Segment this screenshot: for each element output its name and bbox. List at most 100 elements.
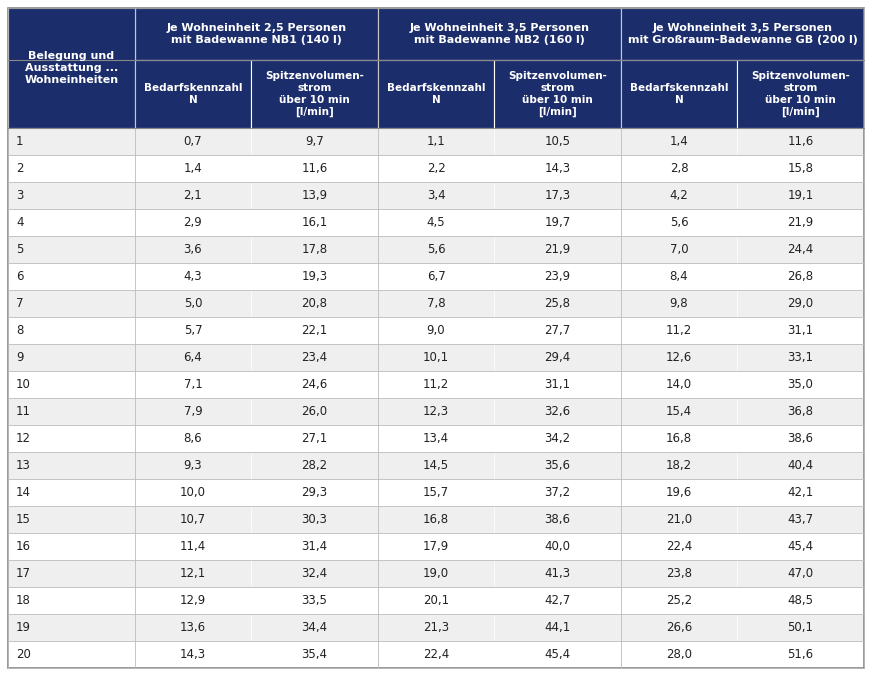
Bar xyxy=(135,533,251,560)
Text: 6: 6 xyxy=(16,270,24,283)
Bar xyxy=(737,344,864,371)
Text: 21,9: 21,9 xyxy=(544,243,570,256)
Text: 21,0: 21,0 xyxy=(666,513,692,526)
Bar xyxy=(621,182,737,209)
Bar xyxy=(251,371,378,398)
Text: 10,1: 10,1 xyxy=(423,351,449,364)
Text: 12,6: 12,6 xyxy=(666,351,692,364)
Text: 31,1: 31,1 xyxy=(544,378,570,391)
Text: 22,1: 22,1 xyxy=(302,324,328,337)
Bar xyxy=(8,587,135,614)
Text: 6,7: 6,7 xyxy=(426,270,446,283)
Bar xyxy=(378,155,494,182)
Bar xyxy=(135,236,251,263)
Bar xyxy=(251,533,378,560)
Text: 6,4: 6,4 xyxy=(184,351,202,364)
Text: 19,0: 19,0 xyxy=(423,567,449,580)
Text: Je Wohneinheit 3,5 Personen
mit Großraum-Badewanne GB (200 l): Je Wohneinheit 3,5 Personen mit Großraum… xyxy=(628,23,857,45)
Text: 19,1: 19,1 xyxy=(787,189,814,202)
Bar xyxy=(494,236,621,263)
Bar xyxy=(621,263,737,290)
Text: 12: 12 xyxy=(16,432,31,445)
Bar xyxy=(378,8,621,60)
Text: 45,4: 45,4 xyxy=(787,540,814,553)
Text: 10: 10 xyxy=(16,378,31,391)
Bar xyxy=(378,506,494,533)
Bar xyxy=(621,155,737,182)
Bar xyxy=(8,155,135,182)
Bar xyxy=(135,614,251,641)
Text: 8,6: 8,6 xyxy=(184,432,202,445)
Text: 27,1: 27,1 xyxy=(302,432,328,445)
Bar xyxy=(8,236,135,263)
Text: 20,8: 20,8 xyxy=(302,297,328,310)
Text: 38,6: 38,6 xyxy=(544,513,570,526)
Text: 11,2: 11,2 xyxy=(666,324,692,337)
Bar xyxy=(737,317,864,344)
Text: 13,6: 13,6 xyxy=(180,621,206,634)
Bar xyxy=(494,290,621,317)
Text: 14,3: 14,3 xyxy=(180,648,206,661)
Text: Bedarfskennzahl
N: Bedarfskennzahl N xyxy=(630,83,728,105)
Text: 19: 19 xyxy=(16,621,31,634)
Text: 11,6: 11,6 xyxy=(302,162,328,175)
Text: 1: 1 xyxy=(16,135,24,148)
Bar xyxy=(251,452,378,479)
Text: 25,2: 25,2 xyxy=(666,594,692,607)
Text: 2,2: 2,2 xyxy=(426,162,446,175)
Bar xyxy=(8,290,135,317)
Text: Je Wohneinheit 2,5 Personen
mit Badewanne NB1 (140 l): Je Wohneinheit 2,5 Personen mit Badewann… xyxy=(167,23,346,45)
Text: 26,8: 26,8 xyxy=(787,270,814,283)
Text: 17: 17 xyxy=(16,567,31,580)
Text: 15,7: 15,7 xyxy=(423,486,449,499)
Text: 10,0: 10,0 xyxy=(180,486,206,499)
Bar xyxy=(251,344,378,371)
Text: 24,4: 24,4 xyxy=(787,243,814,256)
Bar xyxy=(621,614,737,641)
Text: 42,1: 42,1 xyxy=(787,486,814,499)
Bar xyxy=(8,506,135,533)
Bar xyxy=(135,209,251,236)
Bar xyxy=(621,506,737,533)
Bar xyxy=(251,236,378,263)
Text: 48,5: 48,5 xyxy=(787,594,814,607)
Text: 20: 20 xyxy=(16,648,31,661)
Bar xyxy=(378,209,494,236)
Bar xyxy=(8,533,135,560)
Bar xyxy=(8,452,135,479)
Text: 18,2: 18,2 xyxy=(666,459,692,472)
Text: 17,9: 17,9 xyxy=(423,540,449,553)
Bar xyxy=(251,60,378,128)
Bar xyxy=(251,506,378,533)
Bar xyxy=(8,641,135,668)
Bar xyxy=(494,614,621,641)
Text: Bedarfskennzahl
N: Bedarfskennzahl N xyxy=(387,83,485,105)
Bar xyxy=(251,263,378,290)
Bar xyxy=(737,155,864,182)
Bar xyxy=(378,587,494,614)
Text: 28,2: 28,2 xyxy=(302,459,328,472)
Bar xyxy=(494,560,621,587)
Bar xyxy=(494,587,621,614)
Bar xyxy=(737,371,864,398)
Bar xyxy=(737,398,864,425)
Bar xyxy=(135,560,251,587)
Bar xyxy=(378,263,494,290)
Bar xyxy=(135,317,251,344)
Text: 45,4: 45,4 xyxy=(544,648,570,661)
Bar xyxy=(378,452,494,479)
Bar xyxy=(8,317,135,344)
Text: 10,5: 10,5 xyxy=(544,135,570,148)
Bar xyxy=(737,506,864,533)
Text: 5,0: 5,0 xyxy=(184,297,202,310)
Bar xyxy=(494,479,621,506)
Text: 19,3: 19,3 xyxy=(302,270,328,283)
Bar xyxy=(135,155,251,182)
Text: 7,0: 7,0 xyxy=(670,243,688,256)
Bar xyxy=(378,425,494,452)
Text: 26,0: 26,0 xyxy=(302,405,328,418)
Bar xyxy=(8,344,135,371)
Bar xyxy=(8,128,135,155)
Bar xyxy=(737,533,864,560)
Text: 4,3: 4,3 xyxy=(184,270,202,283)
